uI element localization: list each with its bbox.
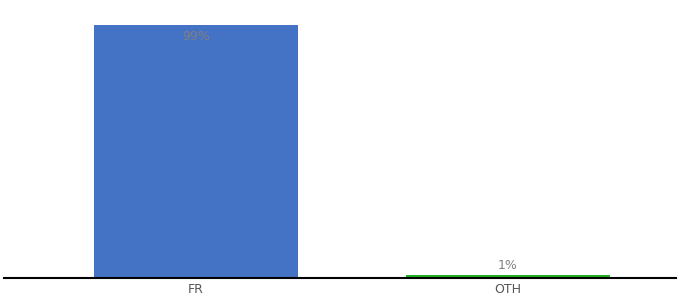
Text: 1%: 1%	[498, 259, 518, 272]
Text: 99%: 99%	[182, 30, 210, 43]
Bar	[94, 25, 298, 278]
Bar	[406, 275, 610, 278]
